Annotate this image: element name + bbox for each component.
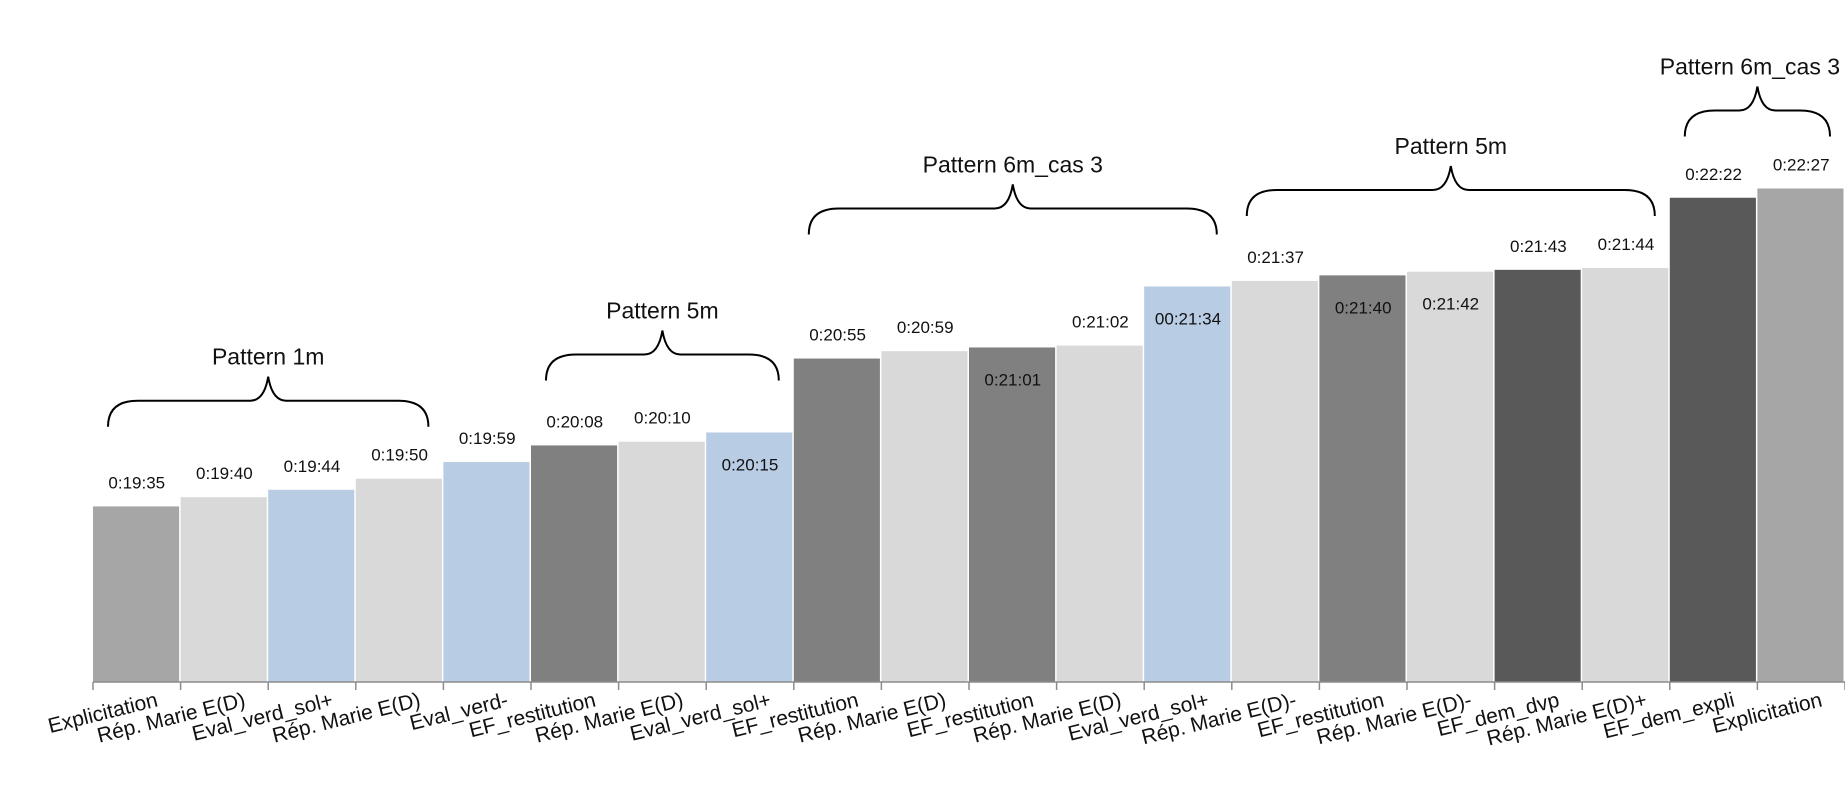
bar xyxy=(1056,345,1143,682)
pattern-label: Pattern 6m_cas 3 xyxy=(1660,54,1840,80)
bar-value-label: 0:21:44 xyxy=(1598,235,1655,254)
pattern-brace xyxy=(1683,86,1831,137)
bar xyxy=(268,489,355,682)
value-labels-group: 0:19:35 0:19:40 0:19:44 0:19:50 0:19:59 0:20:… xyxy=(108,156,1829,493)
bar xyxy=(1407,271,1494,682)
bar xyxy=(1669,197,1756,683)
bar-value-label: 0:21:42 xyxy=(1422,295,1479,314)
bar xyxy=(706,432,793,682)
bar-value-label: 0:20:15 xyxy=(722,455,779,474)
pattern-brace xyxy=(107,376,430,427)
pattern-brace xyxy=(1245,165,1656,217)
x-axis xyxy=(92,681,1845,690)
bar-value-label: 0:20:10 xyxy=(634,409,691,428)
bar xyxy=(1494,269,1581,682)
bar-value-label: 0:22:22 xyxy=(1685,165,1742,184)
bar-value-label: 0:21:40 xyxy=(1335,298,1392,317)
bar xyxy=(355,478,442,682)
bar-value-label: 0:21:01 xyxy=(984,370,1041,389)
bar xyxy=(881,351,968,682)
bar-value-label: 0:21:37 xyxy=(1247,248,1304,267)
bar xyxy=(618,441,705,682)
bar xyxy=(1144,286,1231,682)
bar xyxy=(793,358,880,682)
pattern-label: Pattern 1m xyxy=(212,344,325,370)
bar xyxy=(93,506,180,682)
pattern-label: Pattern 5m xyxy=(1395,133,1508,159)
bar-value-label: 0:19:44 xyxy=(284,457,341,476)
bars-group xyxy=(93,188,1844,683)
pattern-label: Pattern 6m_cas 3 xyxy=(923,151,1103,177)
bar xyxy=(1231,280,1318,682)
bar xyxy=(1582,267,1669,682)
bar-value-label: 0:22:27 xyxy=(1773,156,1830,175)
bar-value-label: 0:20:55 xyxy=(809,326,866,345)
bar-value-label: 0:20:08 xyxy=(546,412,603,431)
bar-value-label: 0:19:40 xyxy=(196,464,253,483)
bar-value-label: 0:20:59 xyxy=(897,318,954,337)
bar xyxy=(969,347,1056,682)
bar xyxy=(443,462,530,682)
pattern-brace xyxy=(545,330,780,381)
bar xyxy=(1319,275,1406,682)
bar xyxy=(180,497,267,682)
bar-value-label: 0:21:43 xyxy=(1510,237,1567,256)
bar xyxy=(531,445,618,682)
bar-value-label: 0:19:35 xyxy=(108,473,165,492)
bar-value-label: 0:19:50 xyxy=(371,446,428,465)
pattern-annotations-group: Pattern 1m Pattern 5m Pattern 6m_cas 3 Patt… xyxy=(107,54,1840,427)
pattern-brace xyxy=(807,184,1218,235)
pattern-label: Pattern 5m xyxy=(606,297,719,323)
bar-value-label: 00:21:34 xyxy=(1155,309,1221,328)
bar xyxy=(1757,188,1844,682)
bar-value-label: 0:19:59 xyxy=(459,429,516,448)
bar-value-label: 0:21:02 xyxy=(1072,313,1129,332)
